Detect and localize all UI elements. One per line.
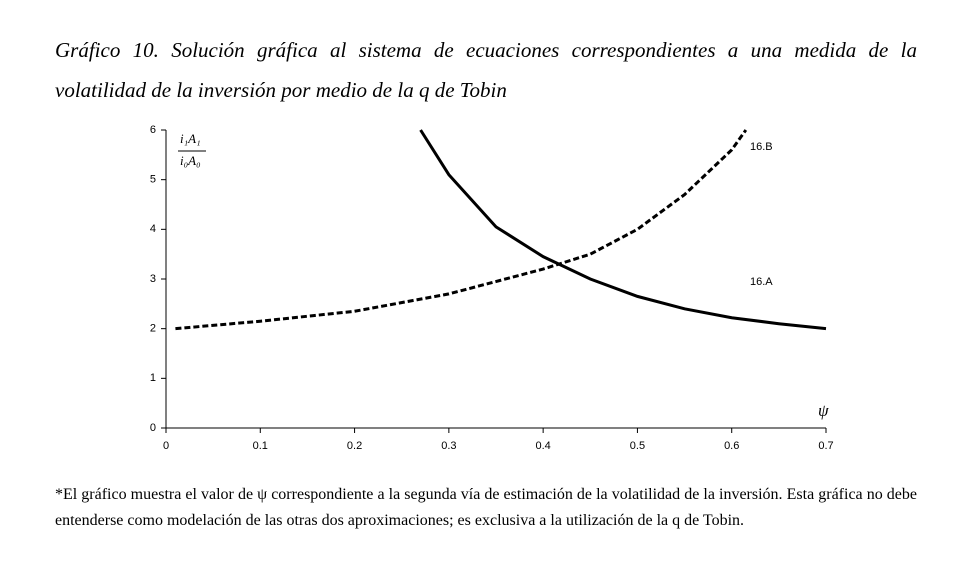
x-tick-label: 0.4 bbox=[535, 440, 550, 452]
x-tick-label: 0.7 bbox=[818, 440, 833, 452]
y-tick-label: 0 bbox=[150, 422, 156, 434]
x-tick-label: 0.1 bbox=[253, 440, 268, 452]
y-tick-label: 6 bbox=[150, 124, 156, 136]
y-label-numerator: i₁A₁ bbox=[180, 131, 201, 146]
x-tick-label: 0.5 bbox=[630, 440, 645, 452]
x-tick-label: 0.2 bbox=[347, 440, 362, 452]
x-label: ψ bbox=[818, 401, 829, 420]
y-tick-label: 5 bbox=[150, 174, 156, 186]
x-tick-label: 0 bbox=[163, 440, 169, 452]
series-label: 16.B bbox=[750, 141, 773, 153]
footnote: *El gráfico muestra el valor de ψ corres… bbox=[55, 486, 917, 529]
y-tick-label: 2 bbox=[150, 323, 156, 335]
x-tick-label: 0.6 bbox=[724, 440, 739, 452]
y-label-denominator: i₀A₀ bbox=[180, 153, 201, 168]
x-tick-label: 0.3 bbox=[441, 440, 456, 452]
chart: i₁A₁ i₀A₀ ψ 0 1 2 3 4 5 6 0 0.1 0.2 0.3 0.4 0.5 0.6 0.… bbox=[150, 124, 834, 452]
series-line bbox=[419, 129, 827, 331]
series-label: 16.A bbox=[750, 276, 773, 288]
y-tick-label: 3 bbox=[150, 273, 156, 285]
y-tick-label: 1 bbox=[150, 372, 156, 384]
y-tick-label: 4 bbox=[150, 223, 156, 235]
series-line bbox=[175, 129, 748, 331]
figure-title: Gráfico 10. Solución gráfica al sistema … bbox=[55, 38, 917, 102]
